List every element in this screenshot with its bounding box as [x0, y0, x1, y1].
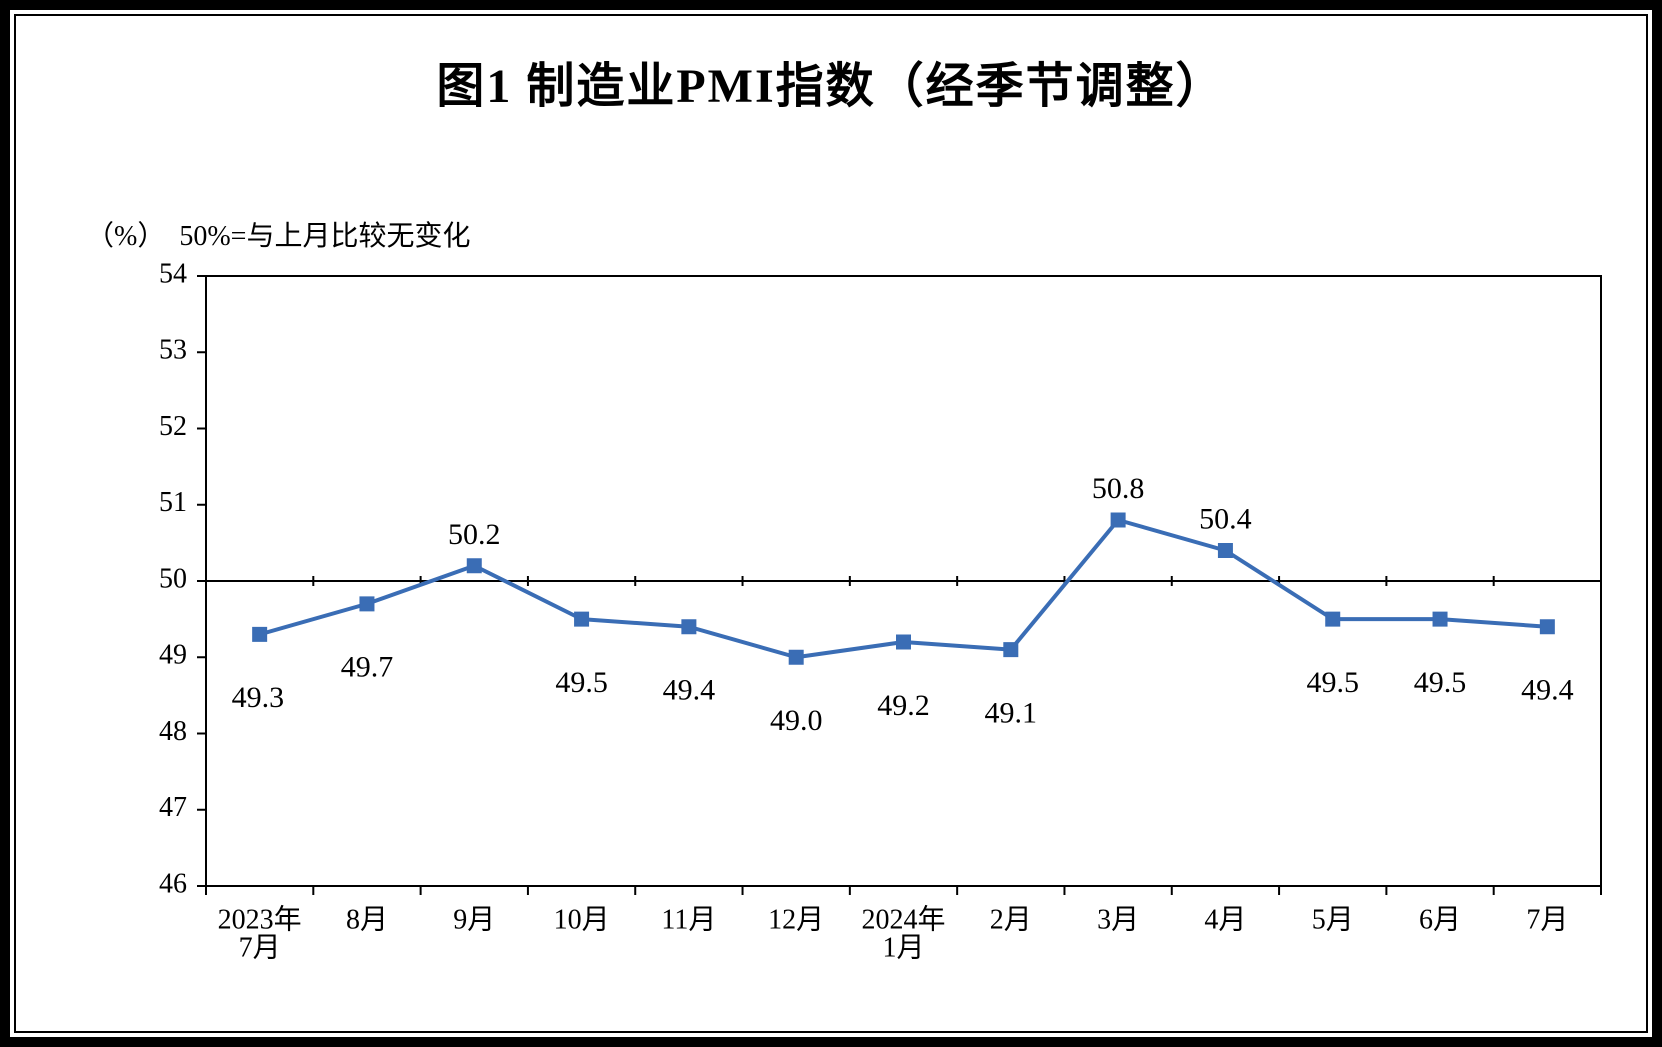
svg-text:2023年: 2023年 — [218, 903, 302, 935]
svg-text:8月: 8月 — [346, 904, 388, 935]
svg-text:50.4: 50.4 — [1199, 503, 1252, 536]
svg-text:3月: 3月 — [1097, 904, 1139, 935]
svg-text:9月: 9月 — [453, 904, 495, 935]
svg-text:49.3: 49.3 — [232, 681, 285, 714]
svg-text:7月: 7月 — [1526, 904, 1568, 935]
svg-text:50.2: 50.2 — [448, 518, 501, 551]
svg-text:12月: 12月 — [768, 904, 824, 935]
svg-text:49.2: 49.2 — [877, 689, 930, 722]
svg-text:11月: 11月 — [661, 904, 716, 935]
svg-text:53: 53 — [159, 335, 187, 366]
svg-text:47: 47 — [159, 792, 187, 823]
svg-text:52: 52 — [159, 411, 187, 442]
svg-text:50.8: 50.8 — [1092, 472, 1145, 505]
svg-text:5月: 5月 — [1312, 904, 1354, 935]
svg-text:49.0: 49.0 — [770, 704, 823, 737]
svg-text:10月: 10月 — [554, 904, 610, 935]
svg-text:49.4: 49.4 — [1521, 674, 1574, 707]
svg-text:50: 50 — [159, 563, 187, 594]
svg-text:2月: 2月 — [990, 904, 1032, 935]
inner-frame: 图1 制造业PMI指数（经季节调整） （%）50%=与上月比较无变化 46474… — [14, 14, 1648, 1033]
svg-text:49: 49 — [159, 640, 187, 671]
svg-text:51: 51 — [159, 487, 187, 518]
svg-text:54: 54 — [159, 258, 187, 289]
svg-text:6月: 6月 — [1419, 904, 1461, 935]
svg-text:49.5: 49.5 — [1414, 666, 1467, 699]
svg-text:49.4: 49.4 — [663, 674, 716, 707]
svg-text:1月: 1月 — [882, 932, 924, 963]
svg-text:48: 48 — [159, 716, 187, 747]
svg-text:46: 46 — [159, 868, 187, 899]
outer-frame: 图1 制造业PMI指数（经季节调整） （%）50%=与上月比较无变化 46474… — [0, 0, 1662, 1047]
svg-text:49.7: 49.7 — [341, 651, 394, 684]
svg-text:49.5: 49.5 — [555, 666, 608, 699]
svg-text:7月: 7月 — [239, 932, 281, 963]
svg-text:49.5: 49.5 — [1306, 666, 1359, 699]
svg-text:49.1: 49.1 — [985, 696, 1038, 729]
svg-text:4月: 4月 — [1204, 904, 1246, 935]
pmi-line-chart: 4647484950515253542023年7月8月9月10月11月12月20… — [16, 16, 1662, 1026]
svg-text:2024年: 2024年 — [861, 903, 945, 935]
